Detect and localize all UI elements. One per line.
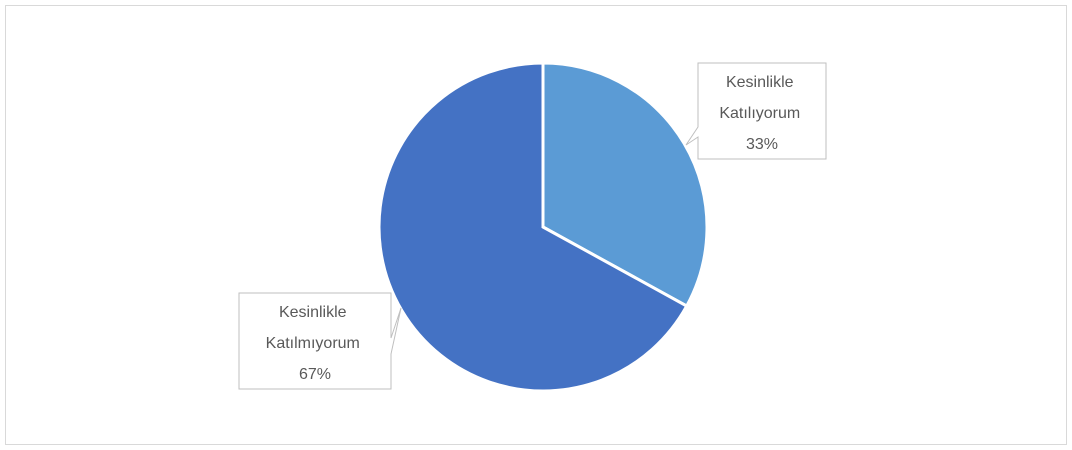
callout-text: Kesinlikle Katılıyorum 33% <box>719 74 804 153</box>
callout-box <box>685 62 827 160</box>
pie-slices <box>377 61 709 393</box>
callout-line-2: Katılıyorum <box>719 105 800 122</box>
callout-value: 33% <box>746 136 778 153</box>
callout-value: 67% <box>299 366 331 383</box>
pie-slice-1 <box>377 61 689 393</box>
callout-slice-1: Kesinlikle Katılmıyorum 67% <box>238 292 402 390</box>
pie-slice-0 <box>541 61 709 309</box>
callout-box <box>238 292 402 390</box>
callout-line-1: Kesinlikle <box>279 304 347 321</box>
callout-text: Kesinlikle Katılmıyorum 67% <box>266 304 365 383</box>
callout-line-1: Kesinlikle <box>726 74 794 91</box>
callout-slice-0: Kesinlikle Katılıyorum 33% <box>685 62 827 160</box>
callout-line-2: Katılmıyorum <box>266 335 360 352</box>
